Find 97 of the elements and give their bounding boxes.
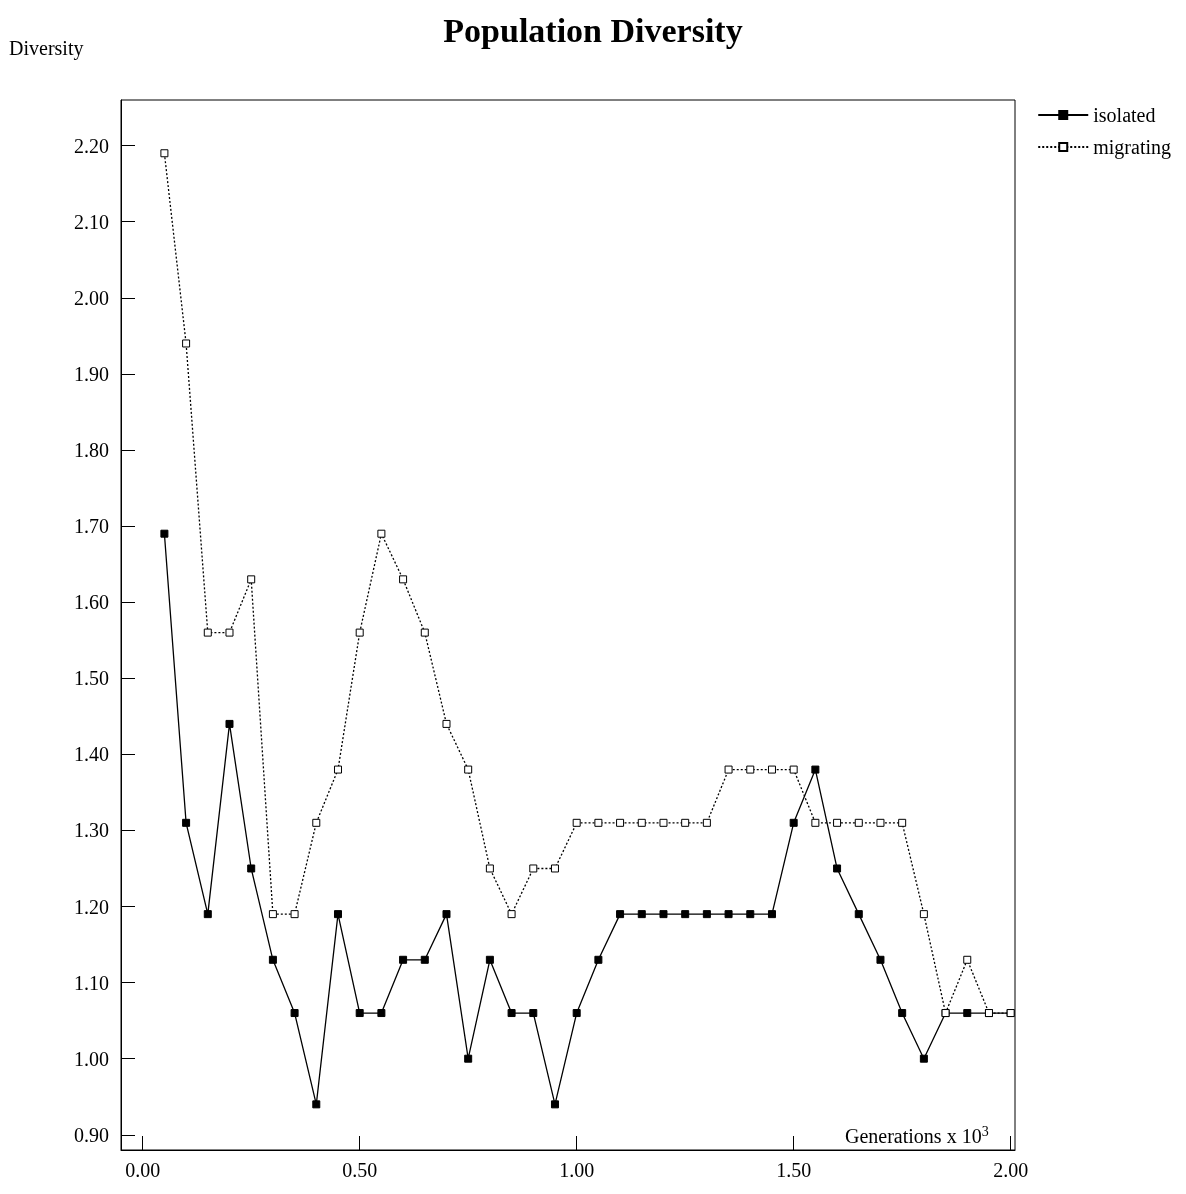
y-tick-label: 1.40 xyxy=(74,743,109,766)
point xyxy=(681,910,690,919)
legend-label: migrating xyxy=(1093,136,1171,159)
point xyxy=(399,575,408,584)
point xyxy=(312,1100,321,1109)
point xyxy=(247,864,256,873)
point xyxy=(811,765,820,774)
point xyxy=(485,955,494,964)
x-tick-label: 0.00 xyxy=(125,1159,161,1181)
point xyxy=(767,910,776,919)
point xyxy=(811,818,820,827)
point xyxy=(399,955,408,964)
point xyxy=(182,339,191,348)
legend-label: isolated xyxy=(1093,104,1156,126)
point xyxy=(464,1054,473,1063)
y-tick-label: 1.50 xyxy=(74,667,109,690)
point xyxy=(572,1009,581,1018)
point xyxy=(225,628,234,637)
point xyxy=(659,910,668,919)
x-tick-label: 2.00 xyxy=(993,1159,1029,1181)
point xyxy=(290,1009,299,1018)
x-tick-label: 1.50 xyxy=(776,1159,812,1181)
point xyxy=(203,628,212,637)
point xyxy=(550,1100,559,1109)
point xyxy=(876,955,885,964)
y-tick-label: 0.90 xyxy=(74,1123,109,1146)
point xyxy=(485,864,494,873)
point xyxy=(377,529,386,538)
point xyxy=(854,910,863,919)
point xyxy=(746,910,755,919)
point xyxy=(833,864,842,873)
point xyxy=(312,818,321,827)
point xyxy=(919,1054,928,1063)
point xyxy=(225,719,234,728)
point xyxy=(616,818,625,827)
point xyxy=(594,818,603,827)
point xyxy=(594,955,603,964)
y-axis-title: Diversity xyxy=(9,37,84,60)
point xyxy=(420,628,429,637)
y-tick-label: 1.10 xyxy=(74,971,109,994)
point xyxy=(182,818,191,827)
point xyxy=(203,910,212,919)
point xyxy=(442,910,451,919)
point xyxy=(702,818,711,827)
point xyxy=(854,818,863,827)
point xyxy=(659,818,668,827)
point xyxy=(572,818,581,827)
x-tick-label: 1.00 xyxy=(559,1159,595,1181)
point xyxy=(442,719,451,728)
point xyxy=(789,765,798,774)
x-tick-label: 0.50 xyxy=(342,1159,378,1181)
point xyxy=(637,818,646,827)
point xyxy=(876,818,885,827)
y-tick-label: 2.00 xyxy=(74,286,109,309)
chart-title: Population Diversity xyxy=(443,11,743,49)
point xyxy=(637,910,646,919)
point xyxy=(789,818,798,827)
point xyxy=(507,1009,516,1018)
y-tick-label: 1.60 xyxy=(74,591,109,614)
point xyxy=(681,818,690,827)
point xyxy=(963,955,972,964)
point xyxy=(746,765,755,774)
y-tick-label: 2.20 xyxy=(74,134,109,157)
point xyxy=(724,765,733,774)
y-tick-label: 1.30 xyxy=(74,819,109,842)
point xyxy=(529,1009,538,1018)
point xyxy=(767,765,776,774)
point xyxy=(898,1009,907,1018)
point xyxy=(833,818,842,827)
point xyxy=(616,910,625,919)
point xyxy=(464,765,473,774)
point xyxy=(529,864,538,873)
point xyxy=(963,1009,972,1018)
y-tick-label: 1.70 xyxy=(74,515,109,538)
point xyxy=(702,910,711,919)
point xyxy=(268,955,277,964)
point xyxy=(160,149,169,158)
y-tick-label: 1.80 xyxy=(74,439,109,461)
point xyxy=(420,955,429,964)
y-tick-label: 1.00 xyxy=(74,1047,109,1070)
point xyxy=(377,1009,386,1018)
point xyxy=(333,910,342,919)
point xyxy=(268,910,277,919)
point xyxy=(550,864,559,873)
point xyxy=(333,765,342,774)
point xyxy=(898,818,907,827)
point xyxy=(507,910,516,919)
point xyxy=(290,910,299,919)
point xyxy=(355,1009,364,1018)
point xyxy=(724,910,733,919)
y-tick-label: 2.10 xyxy=(74,210,109,233)
point xyxy=(919,910,928,919)
y-tick-label: 1.20 xyxy=(74,895,109,918)
point xyxy=(247,575,256,584)
point xyxy=(355,628,364,637)
point xyxy=(160,529,169,538)
y-tick-label: 1.90 xyxy=(74,362,109,385)
